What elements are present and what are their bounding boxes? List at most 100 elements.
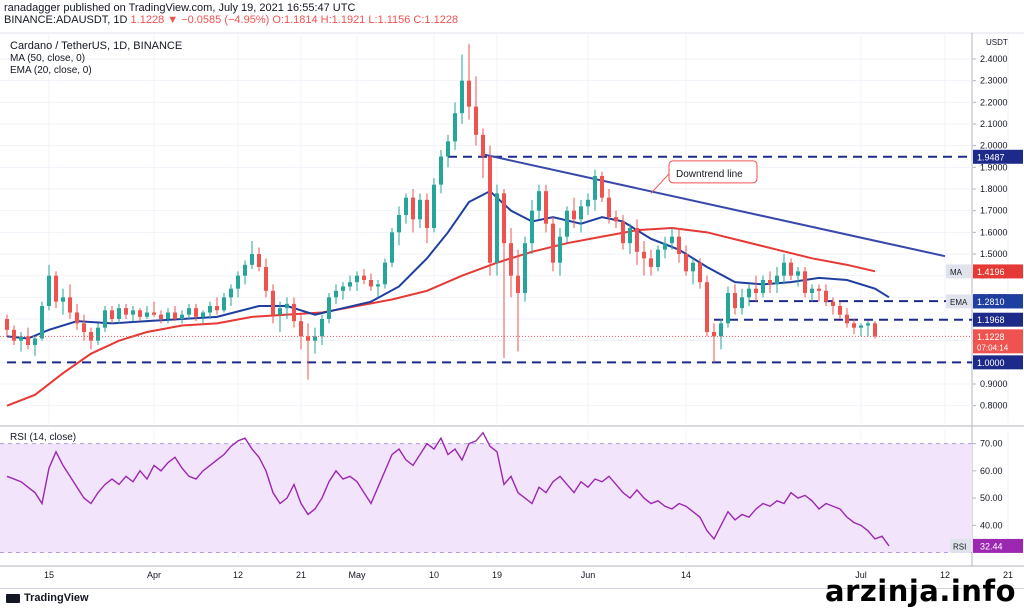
candle-body	[446, 141, 450, 157]
chart-canvas[interactable]: 2.4000 2.3000 2.2000 2.1000 2.0000 1.9000 1.80…	[0, 0, 1024, 590]
candle-body	[285, 303, 289, 309]
candle-body	[33, 338, 37, 345]
watermark: arzinja.info	[825, 574, 1016, 608]
candle-body	[726, 293, 730, 324]
price-tick-label: 2.3000	[980, 76, 1008, 86]
candle-body	[621, 221, 625, 244]
time-tick-label: Jul	[855, 570, 867, 580]
countdown-text: 07:04:14	[977, 343, 1009, 352]
ticker-ohlc: O:1.1814 H:1.1921 L:1.1156 C:1.1228	[272, 14, 459, 26]
candle-body	[292, 303, 296, 322]
candle-body	[26, 336, 30, 345]
candle-body	[194, 308, 198, 317]
candle-body	[852, 323, 856, 328]
candle-body	[481, 134, 485, 157]
indicator-price-badge-text: 1.1228	[977, 332, 1005, 342]
rsi-tag	[950, 538, 971, 553]
rsi-band	[0, 443, 972, 553]
candle-body	[47, 275, 51, 306]
candle-body	[180, 314, 184, 319]
ticker-change: ▼ −0.0585 (−4.95%)	[167, 14, 270, 26]
candle-body	[649, 258, 653, 267]
rsi-line	[6, 431, 890, 547]
rsi-tick-label: 60.00	[980, 466, 1003, 476]
candle-body	[530, 210, 534, 244]
price-pane	[0, 33, 972, 423]
candle-body	[782, 262, 786, 276]
price-tick-label: 1.6000	[980, 227, 1008, 237]
price-tick-label: 1.5000	[980, 249, 1008, 259]
rsi-value-badge-text: 32.44	[980, 541, 1003, 551]
candle-body	[397, 215, 401, 233]
candle-body	[614, 217, 618, 222]
candle-body	[810, 288, 814, 293]
candle-body	[236, 275, 240, 289]
candle-body	[544, 191, 548, 224]
candle-body	[432, 184, 436, 228]
candle-body	[467, 80, 471, 107]
candle-body	[523, 243, 527, 293]
price-tick-label: 1.8000	[980, 184, 1008, 194]
candle-body	[740, 297, 744, 309]
candle-body	[747, 288, 751, 298]
level-price-badge-text: 1.9487	[977, 152, 1005, 162]
currency-label: USDT	[986, 38, 1008, 47]
candle-body	[411, 197, 415, 220]
candle-body	[733, 293, 737, 309]
indicator-tag	[946, 264, 971, 279]
candle-body	[250, 254, 254, 265]
candle-body	[418, 199, 422, 220]
downtrend-line	[482, 153, 946, 258]
candle-body	[509, 243, 513, 276]
time-tick-label: 21	[296, 570, 306, 580]
candle-body	[131, 310, 135, 315]
candle-body	[173, 312, 177, 319]
ema-legend: EMA (20, close, 0)	[10, 65, 92, 76]
candle-body	[201, 312, 205, 317]
rsi-legend: RSI (14, close)	[10, 432, 77, 443]
time-tick-label: Apr	[147, 570, 161, 580]
candle-body	[96, 327, 100, 341]
indicator-tag	[946, 294, 971, 309]
candle-body	[796, 271, 800, 276]
candle-body	[19, 336, 23, 341]
time-tick-label: 15	[44, 570, 54, 580]
candle-body	[600, 176, 604, 198]
candle-body	[628, 228, 632, 244]
candle-body	[68, 297, 72, 313]
candle-body	[313, 336, 317, 341]
level-price-badge-text: 1.0000	[977, 358, 1005, 368]
candle-body	[691, 262, 695, 272]
candle-body	[327, 297, 331, 319]
indicator-price-badge	[973, 329, 1023, 354]
candle-body	[558, 236, 562, 263]
candle-body	[103, 310, 107, 328]
candle-body	[383, 262, 387, 285]
ticker-line: BINANCE:ADAUSDT, 1D 1.1228 ▼ −0.0585 (−4…	[4, 14, 1024, 26]
indicator-price-badge	[973, 264, 1023, 279]
candle-body	[698, 262, 702, 283]
candle-body	[565, 210, 569, 237]
ticker-symbol: BINANCE:ADAUSDT, 1D	[4, 14, 128, 26]
candle-body	[40, 306, 44, 339]
candle-body	[61, 297, 65, 302]
time-tick-label: 10	[429, 570, 439, 580]
candle-body	[677, 236, 681, 254]
candle-body	[320, 319, 324, 337]
candle-body	[334, 290, 338, 298]
candle-body	[586, 199, 590, 207]
indicator-tag-text: MA	[950, 268, 963, 277]
candle-body	[243, 264, 247, 276]
level-price-badge	[973, 149, 1023, 164]
candle-body	[362, 275, 366, 280]
candle-body	[222, 297, 226, 311]
candle-body	[474, 106, 478, 135]
price-tick-label: 2.1000	[980, 119, 1008, 129]
candle-body	[551, 223, 555, 263]
candle-body	[705, 282, 709, 332]
time-tick-label: 14	[681, 570, 691, 580]
candle-body	[271, 290, 275, 315]
price-tick-label: 2.2000	[980, 97, 1008, 107]
tradingview-logo[interactable]: TradingView	[6, 592, 89, 604]
time-tick-label: 19	[492, 570, 502, 580]
